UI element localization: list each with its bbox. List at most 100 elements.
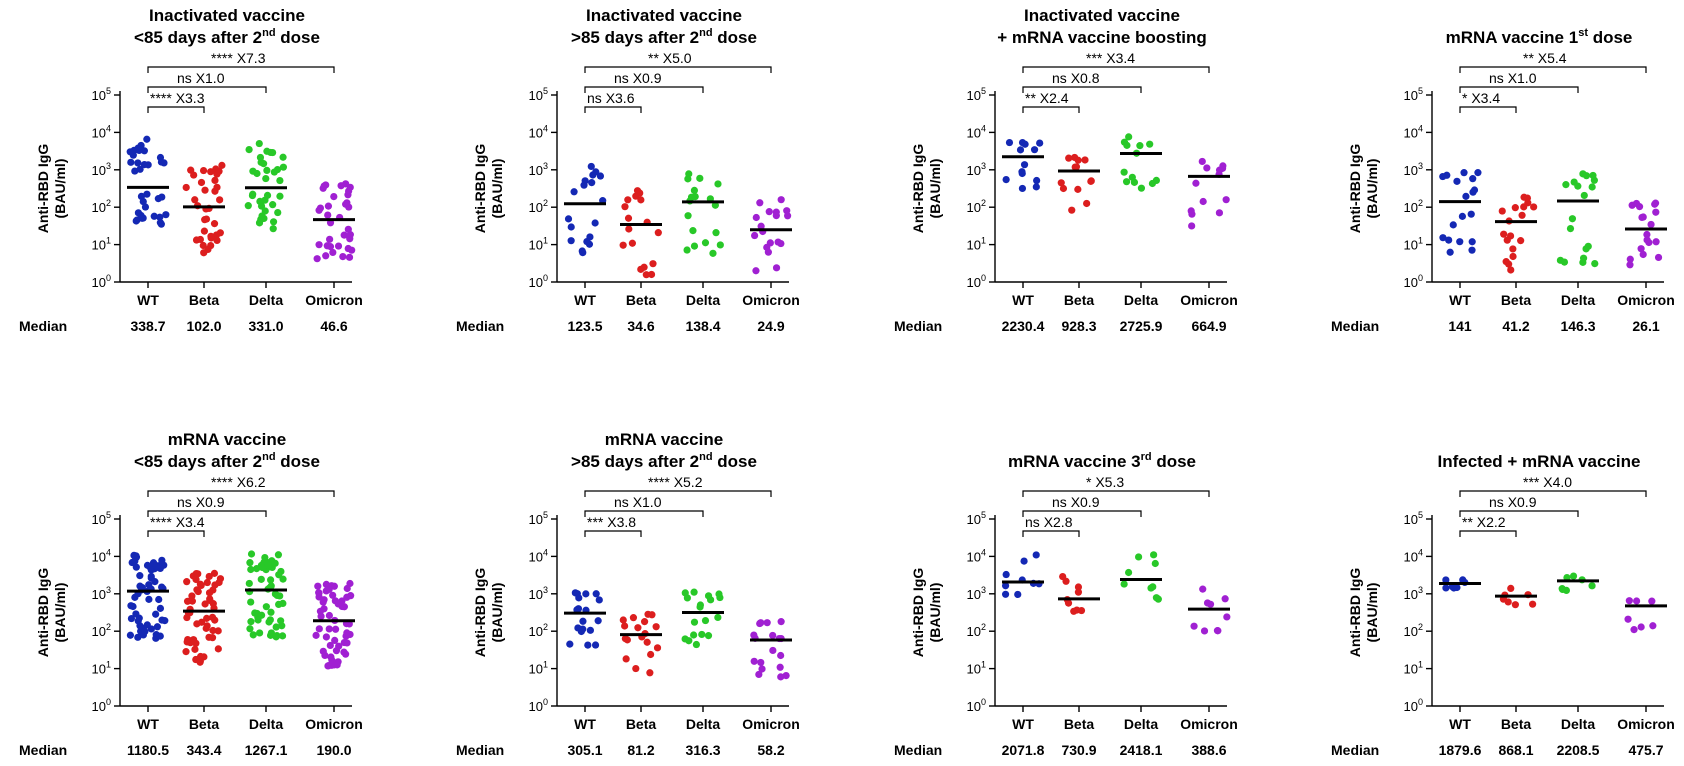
data-point <box>192 575 200 584</box>
significance-marker: ** <box>1025 90 1036 106</box>
data-point <box>192 639 200 647</box>
median-value: 316.3 <box>685 742 720 758</box>
data-point <box>1074 588 1083 596</box>
x-category-label: Beta <box>1064 716 1095 732</box>
data-point <box>715 590 723 598</box>
data-point <box>591 219 599 227</box>
data-point <box>312 631 320 639</box>
y-tick-base: 10 <box>529 587 543 602</box>
y-tick-label: 100 <box>92 273 111 290</box>
y-tick-base: 10 <box>529 662 543 677</box>
data-point <box>149 559 158 567</box>
fold-change-label: X5.4 <box>1538 50 1567 66</box>
comparison-label: **** X3.4 <box>150 514 205 530</box>
comparison-bracket <box>584 490 772 497</box>
x-category-label: Omicron <box>1180 716 1238 732</box>
data-point <box>586 626 594 634</box>
data-point <box>132 217 140 225</box>
chart-title-part: >85 days after 2 <box>571 452 699 471</box>
chart-title-superscript: rd <box>1141 451 1152 463</box>
data-point <box>141 203 150 211</box>
y-tick-exponent: 1 <box>1418 236 1423 246</box>
data-point <box>1445 236 1453 244</box>
y-tick-base: 10 <box>1404 587 1418 602</box>
data-point <box>1453 583 1461 592</box>
data-point <box>342 650 350 658</box>
data-point <box>777 673 785 681</box>
data-point <box>264 561 272 569</box>
y-axis-label-line-1: Anti-RBD IgG <box>35 144 51 234</box>
data-point <box>1517 237 1525 245</box>
data-point <box>137 192 146 200</box>
y-tick-label: 104 <box>1404 547 1423 564</box>
chart-title-superscript: nd <box>699 451 712 463</box>
data-point <box>319 598 327 606</box>
y-tick-label: 103 <box>967 585 986 602</box>
median-value: 2208.5 <box>1557 742 1600 758</box>
y-tick-label: 101 <box>92 236 111 253</box>
data-point <box>769 631 777 640</box>
data-point <box>153 623 162 631</box>
comparison-bracket <box>1459 106 1517 113</box>
median-value: 1180.5 <box>127 742 169 758</box>
data-point <box>315 241 323 249</box>
data-point <box>276 176 284 185</box>
data-point <box>279 153 287 161</box>
data-point <box>681 635 689 643</box>
median-value: 81.2 <box>627 742 654 758</box>
data-point <box>1148 179 1157 188</box>
y-tick-exponent: 0 <box>981 273 986 283</box>
comparison-bracket <box>147 530 205 537</box>
data-point <box>324 211 332 219</box>
data-point <box>244 202 252 210</box>
data-point <box>346 231 354 239</box>
data-point <box>276 192 284 200</box>
data-point <box>1002 570 1010 579</box>
data-point <box>321 651 329 659</box>
y-tick-base: 10 <box>529 624 543 639</box>
y-tick-base: 10 <box>1404 699 1418 714</box>
median-value: 388.6 <box>1191 742 1226 758</box>
y-tick-base: 10 <box>529 88 543 103</box>
data-point <box>1021 140 1029 148</box>
data-point <box>640 263 648 271</box>
y-tick-label: 105 <box>1404 86 1423 103</box>
data-point <box>582 590 590 598</box>
data-point <box>213 236 221 245</box>
data-point <box>1498 207 1506 215</box>
data-point <box>1215 209 1224 217</box>
data-point <box>1643 230 1651 239</box>
y-tick-label: 101 <box>1404 236 1423 253</box>
data-point <box>654 229 662 237</box>
data-point <box>1626 255 1634 263</box>
data-point <box>188 592 196 600</box>
data-point <box>1083 199 1091 208</box>
data-point <box>1030 146 1039 154</box>
y-tick-base: 10 <box>529 275 543 290</box>
data-point <box>1018 168 1026 176</box>
data-point <box>203 578 211 587</box>
data-point <box>1074 156 1082 164</box>
y-tick-label: 101 <box>967 660 986 677</box>
y-tick-exponent: 5 <box>1418 86 1423 96</box>
data-point <box>343 593 351 601</box>
data-point <box>632 664 640 673</box>
y-tick-exponent: 2 <box>1418 198 1423 208</box>
data-point <box>581 177 589 185</box>
data-point <box>756 199 764 207</box>
fold-change-label: X0.8 <box>1071 70 1100 86</box>
data-point <box>194 587 202 596</box>
comparison-bracket <box>1459 530 1517 537</box>
data-point <box>1200 627 1209 635</box>
y-axis-label: Anti-RBD IgG(BAU/ml) <box>35 144 68 234</box>
data-point <box>776 663 784 671</box>
y-tick-exponent: 3 <box>981 585 986 595</box>
data-point <box>139 214 147 222</box>
data-point <box>1651 200 1659 208</box>
data-point <box>1001 582 1010 590</box>
data-point <box>1511 204 1519 212</box>
y-tick-exponent: 3 <box>981 161 986 171</box>
x-category-label: Omicron <box>305 292 363 308</box>
data-point <box>127 158 135 166</box>
y-tick-exponent: 3 <box>543 161 548 171</box>
